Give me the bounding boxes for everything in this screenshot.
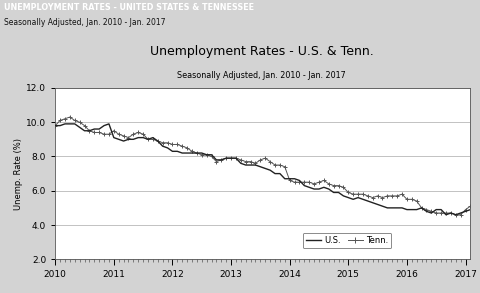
Tenn. [180,144,185,148]
Tenn. [233,156,239,160]
Tenn. [399,193,405,196]
Text: UNEMPLOYMENT RATES - UNITED STATES & TENNESSEE: UNEMPLOYMENT RATES - UNITED STATES & TEN… [4,3,254,12]
Tenn. [126,136,132,139]
U.S. [472,213,478,217]
Text: Seasonally Adjusted, Jan. 2010 - Jan. 2017: Seasonally Adjusted, Jan. 2010 - Jan. 20… [177,71,346,80]
Tenn. [67,115,73,119]
Tenn. [453,213,459,217]
Tenn. [150,138,156,141]
U.S. [62,122,68,126]
U.S. [443,213,449,217]
Tenn. [472,201,478,205]
U.S. [52,124,58,127]
Tenn. [267,160,273,163]
Line: Tenn.: Tenn. [53,115,478,217]
U.S. [126,138,132,141]
Text: Unemployment Rates - U.S. & Tenn.: Unemployment Rates - U.S. & Tenn. [150,45,373,58]
Text: Seasonally Adjusted, Jan. 2010 - Jan. 2017: Seasonally Adjusted, Jan. 2010 - Jan. 20… [4,18,165,27]
Tenn. [52,124,58,127]
Y-axis label: Unemp. Rate (%): Unemp. Rate (%) [14,138,23,209]
U.S. [267,168,273,172]
U.S. [233,156,239,160]
Line: U.S.: U.S. [55,124,475,215]
Legend: U.S., Tenn.: U.S., Tenn. [302,233,392,248]
U.S. [180,151,185,155]
U.S. [150,136,156,139]
U.S. [399,206,405,210]
